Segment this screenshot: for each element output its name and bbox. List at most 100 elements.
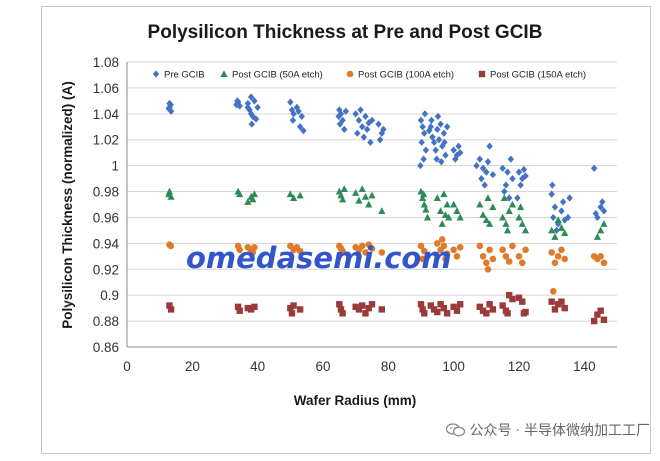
data-point	[438, 236, 446, 243]
data-point	[505, 258, 513, 265]
series-triangle	[165, 185, 608, 240]
data-point	[378, 249, 386, 256]
data-point	[425, 127, 433, 135]
data-point	[435, 136, 443, 144]
legend-label: Post GCIB (50A etch)	[232, 70, 323, 81]
y-tick-label: 1.04	[93, 107, 120, 122]
data-point	[554, 216, 562, 224]
data-point	[244, 198, 252, 205]
data-point	[432, 146, 439, 154]
data-point	[484, 194, 492, 202]
data-point	[517, 181, 524, 189]
data-point	[442, 255, 449, 263]
data-point	[352, 303, 359, 311]
legend: Pre GCIB Post GCIB (50A etch) Post GCIB (1…	[152, 70, 586, 81]
data-point	[443, 310, 451, 317]
y-axis-label: Polysilicon Thickness (normalized) (A)	[60, 81, 75, 329]
footer-account-label: 公众号	[469, 423, 512, 439]
data-point	[420, 190, 428, 198]
data-point	[558, 207, 565, 215]
data-point	[335, 112, 342, 121]
data-point	[504, 310, 511, 317]
data-point	[551, 259, 559, 267]
data-point	[339, 247, 346, 255]
data-point	[486, 246, 493, 254]
data-point	[357, 106, 364, 114]
data-point	[522, 172, 529, 180]
data-point	[551, 203, 559, 211]
data-point	[502, 253, 510, 260]
data-point	[290, 110, 297, 118]
data-point	[517, 203, 525, 211]
data-point	[499, 213, 507, 221]
data-point	[249, 112, 256, 121]
data-point	[483, 259, 490, 267]
data-point	[441, 211, 450, 218]
data-point	[551, 233, 559, 240]
data-point	[453, 253, 461, 260]
data-point	[557, 224, 566, 231]
data-point	[336, 120, 344, 128]
data-point	[421, 110, 429, 118]
data-point	[597, 307, 604, 314]
legend-entry: Pre GCIB	[152, 70, 205, 81]
data-point	[561, 255, 569, 263]
data-point	[559, 198, 567, 206]
data-point	[502, 220, 510, 227]
data-point	[354, 129, 361, 137]
data-point	[440, 129, 448, 137]
data-point	[287, 98, 294, 106]
data-point	[450, 200, 458, 208]
data-point	[360, 133, 368, 141]
data-point	[515, 294, 523, 301]
y-tick-label: 1.06	[93, 81, 119, 96]
data-point	[420, 200, 428, 208]
data-point	[518, 220, 526, 227]
data-point	[509, 174, 516, 183]
series-circle	[166, 236, 608, 295]
data-point	[564, 213, 572, 222]
data-point	[437, 120, 444, 128]
data-point	[561, 229, 569, 236]
data-point	[236, 246, 243, 254]
data-point	[590, 317, 598, 325]
data-point	[473, 162, 480, 170]
data-point	[368, 116, 376, 124]
data-point	[365, 304, 372, 312]
data-point	[522, 246, 529, 254]
data-point	[251, 303, 258, 311]
data-point	[450, 303, 457, 311]
data-point	[440, 190, 448, 198]
data-point	[433, 155, 440, 163]
data-point	[518, 259, 526, 267]
data-point	[478, 174, 485, 183]
legend-entry: Post GCIB (150A etch)	[478, 70, 586, 81]
data-point	[355, 196, 363, 204]
data-point	[247, 306, 255, 313]
legend-label: Pre GCIB	[164, 70, 205, 81]
gridlines	[127, 61, 617, 322]
data-point	[427, 302, 434, 309]
x-axis-label: Wafer Radius (mm)	[294, 393, 417, 408]
data-point	[421, 310, 428, 317]
data-point	[363, 125, 371, 133]
data-point	[352, 189, 360, 196]
y-tick-label: 0.94	[93, 236, 120, 251]
x-tick-label: 20	[185, 359, 200, 374]
y-tick-label: 1.08	[93, 55, 119, 70]
x-tick-labels: 0 20 40 60 80 100 120 140	[123, 359, 595, 374]
data-point	[479, 164, 487, 172]
data-point	[376, 136, 384, 144]
data-point	[287, 304, 294, 312]
legend-marker	[152, 70, 160, 78]
data-point	[247, 110, 255, 118]
data-point	[550, 287, 557, 295]
data-point	[359, 302, 366, 309]
data-points	[165, 93, 608, 325]
data-point	[352, 110, 359, 118]
data-point	[551, 306, 559, 313]
data-point	[482, 216, 490, 224]
data-point	[554, 253, 562, 260]
data-point	[342, 107, 350, 115]
legend-marker	[478, 70, 486, 78]
